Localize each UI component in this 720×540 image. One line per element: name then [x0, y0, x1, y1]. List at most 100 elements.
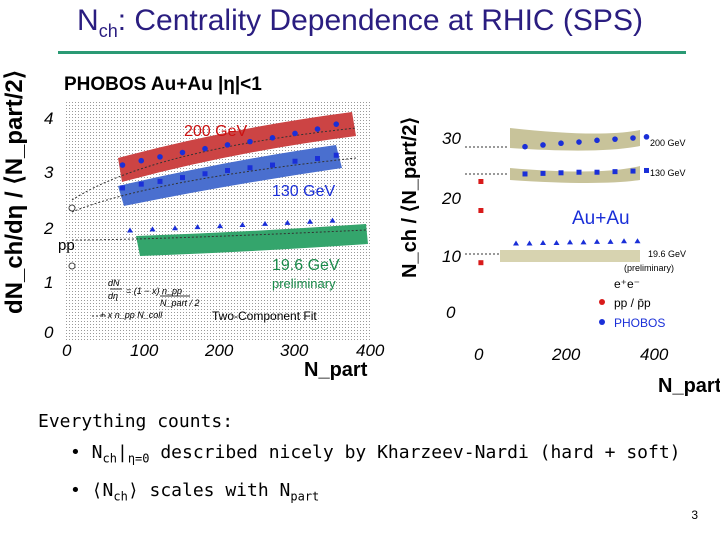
data-point-19-6-gev: [526, 240, 533, 246]
data-point-130-gev: [522, 171, 528, 177]
fit-curve-200: [71, 127, 357, 201]
data-point-19-6-gev: [540, 239, 546, 245]
left-xtick: 0: [62, 341, 72, 360]
left-data-points: [119, 121, 340, 233]
right-ytick: 0: [446, 303, 456, 322]
data-point-130-gev: [157, 178, 163, 184]
data-point-200-gev: [643, 134, 650, 140]
right-label-200: 200 GeV: [650, 138, 686, 148]
band-200gev: [118, 112, 356, 182]
data-point-pp-p-p: [478, 179, 484, 184]
data-point-130-gev: [558, 170, 564, 176]
data-point-130-gev: [315, 156, 320, 162]
data-point-200-gev: [157, 154, 163, 160]
data-point-19-6-gev: [149, 226, 156, 232]
data-point-19-6-gev: [607, 238, 614, 244]
label-19gev: 19.6 GeV: [272, 257, 340, 274]
band-130gev: [118, 145, 342, 206]
fit-curve-19: [71, 229, 367, 241]
data-point-200-gev: [522, 143, 528, 150]
label-200gev: 200 GeV: [184, 123, 247, 140]
legend-phobos-marker: [599, 319, 605, 325]
bullet-item: • Nch|η=0 described nicely by Kharzeev-N…: [70, 442, 681, 466]
left-xtick: 400: [356, 341, 385, 360]
page-number: 3: [691, 508, 698, 522]
data-point-19-6-gev: [284, 219, 291, 225]
left-ytick: 1: [44, 273, 53, 292]
data-point-130-gev: [270, 162, 275, 168]
left-ytick: 2: [43, 219, 54, 238]
label-130gev: 130 GeV: [272, 183, 335, 200]
right-data-points: [478, 134, 650, 266]
data-point-130-gev: [612, 169, 618, 175]
legend-pp: pp / p̄p: [614, 296, 651, 310]
formula-dn: dN: [108, 278, 120, 288]
data-point-19-6-gev: [634, 238, 641, 244]
pp-marker-open: [68, 204, 76, 212]
left-ytick: 0: [44, 323, 54, 342]
left-xtick: 100: [130, 341, 159, 360]
left-xtick: 300: [280, 341, 309, 360]
right-xlabel: N_part: [658, 375, 720, 397]
data-point-200-gev: [314, 126, 321, 132]
band-19gev: [136, 224, 368, 256]
data-point-130-gev: [630, 168, 636, 174]
pp-label: pp: [58, 237, 75, 254]
left-ylabel: dN_ch/dη / ⟨N_part/2⟩: [1, 70, 28, 314]
data-point-130-gev: [540, 170, 546, 176]
data-point-200-gev: [202, 145, 208, 152]
right-label-19: 19.6 GeV: [648, 249, 686, 259]
right-xtick: 200: [551, 345, 581, 364]
data-point-200-gev: [138, 157, 145, 164]
right-ylabel: N_ch / ⟨N_part/2⟩: [399, 117, 421, 278]
data-point-200-gev: [179, 149, 186, 156]
label-auau: Au+Au: [572, 208, 630, 229]
data-point-200-gev: [594, 137, 600, 144]
right-label-prelim: (preliminary): [624, 263, 674, 273]
data-point-200-gev: [630, 135, 636, 141]
data-point-19-6-gev: [262, 220, 268, 226]
data-point-130-gev: [333, 152, 339, 158]
data-point-130-gev: [576, 169, 582, 175]
data-point-200-gev: [558, 140, 564, 147]
legend-pp-marker: [599, 299, 605, 305]
data-point-130-gev: [120, 185, 125, 191]
data-point-130-gev: [180, 175, 185, 181]
right-xtick: 400: [640, 345, 669, 364]
right-ytick: 20: [441, 189, 461, 208]
data-point-130-gev: [292, 158, 298, 164]
data-point-19-6-gev: [621, 238, 627, 244]
bullet-item: • ⟨Nch⟩ scales with Npart: [70, 479, 320, 504]
data-point-19-6-gev: [239, 222, 246, 227]
right-label-130: 130 GeV: [650, 168, 686, 178]
right-xtick: 0: [474, 345, 484, 364]
data-point-19-6-gev: [580, 239, 587, 245]
right-band-19: [500, 250, 640, 262]
legend-ee: e⁺e⁻: [614, 277, 640, 291]
data-point-130-gev: [138, 181, 144, 187]
title-rule: [58, 51, 686, 54]
left-xlabel: N_part: [304, 359, 368, 381]
right-plot: [455, 104, 703, 334]
formula-frac: N_part / 2: [160, 298, 200, 308]
data-point-200-gev: [269, 135, 276, 141]
right-ytick: 10: [442, 247, 461, 266]
data-point-19-6-gev: [194, 224, 201, 230]
data-point-200-gev: [224, 142, 231, 148]
data-point-19-6-gev: [567, 239, 573, 245]
fit-label: Two-Component Fit: [212, 309, 317, 323]
data-point-19-6-gev: [172, 225, 178, 231]
data-point-pp-p-p: [478, 208, 484, 213]
data-point-200-gev: [119, 162, 126, 168]
bullet-heading: Everything counts:: [38, 411, 234, 432]
data-point-200-gev: [540, 142, 546, 148]
data-point-19-6-gev: [307, 218, 313, 224]
formula-deta: dη: [108, 291, 118, 301]
data-point-130-gev: [225, 168, 230, 173]
left-xtick: 200: [204, 341, 234, 360]
formula-hard: + x n_pp N_coll: [100, 310, 163, 320]
bullet-list: Everything counts: • Nch|η=0 described n…: [38, 406, 681, 512]
left-plot: [66, 100, 371, 340]
data-point-pp-p-p: [478, 260, 484, 266]
